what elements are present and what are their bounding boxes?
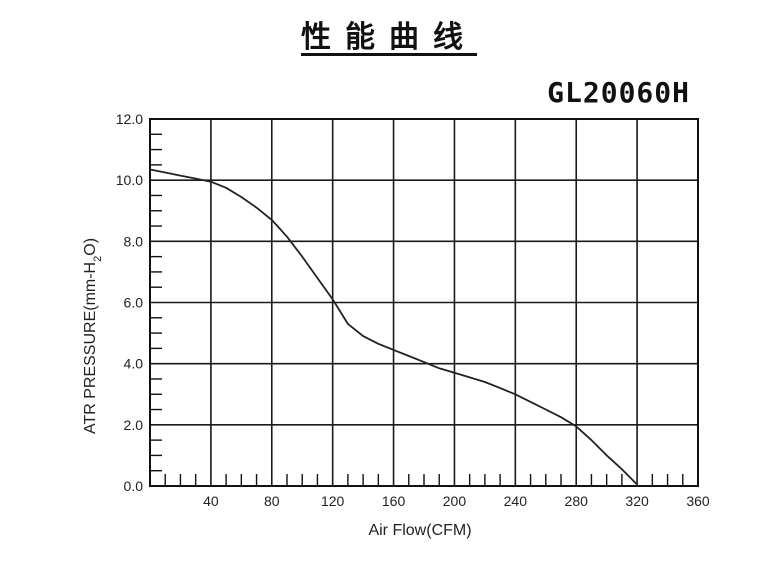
y-tick-label-6: 12.0 <box>116 111 143 127</box>
y-axis-label-subscript: 2 <box>92 256 104 262</box>
model-number: GL20060H <box>547 76 690 109</box>
minor-ticks <box>150 133 684 486</box>
x-tick-label-4: 200 <box>443 493 467 509</box>
y-tick-label-3: 6.0 <box>124 295 144 311</box>
series-layer <box>149 168 638 486</box>
y-tick-label-5: 10.0 <box>116 172 143 188</box>
y-axis-label: ATR PRESSURE(mm-H2O) <box>82 238 104 434</box>
x-tick-label-3: 160 <box>382 493 406 509</box>
plot-border <box>149 118 699 487</box>
y-tick-label-2: 4.0 <box>124 356 144 372</box>
chart-grid <box>150 119 698 486</box>
y-tick-label-0: 0.0 <box>124 478 144 494</box>
y-axis-label-tail: O) <box>82 238 99 256</box>
x-tick-label-0: 40 <box>203 493 219 509</box>
y-tick-labels: 0.0 2.0 4.0 6.0 8.0 10.0 12.0 <box>116 111 143 494</box>
x-tick-label-5: 240 <box>504 493 528 509</box>
x-tick-label-7: 320 <box>625 493 649 509</box>
chart-title: 性能曲线 <box>301 20 477 55</box>
y-tick-label-1: 2.0 <box>124 417 144 433</box>
plot-frame <box>149 118 699 487</box>
y-axis-label-main: ATR PRESSURE(mm-H <box>82 262 99 434</box>
x-tick-label-1: 80 <box>264 493 280 509</box>
y-tick-label-4: 8.0 <box>124 233 144 249</box>
series-line-0 <box>149 168 638 486</box>
x-tick-label-8: 360 <box>686 493 710 509</box>
x-axis-label: Air Flow(CFM) <box>368 522 471 539</box>
x-tick-label-6: 280 <box>565 493 589 509</box>
x-tick-labels: 40 80 120 160 200 240 280 320 360 <box>203 493 710 509</box>
x-tick-label-2: 120 <box>321 493 345 509</box>
